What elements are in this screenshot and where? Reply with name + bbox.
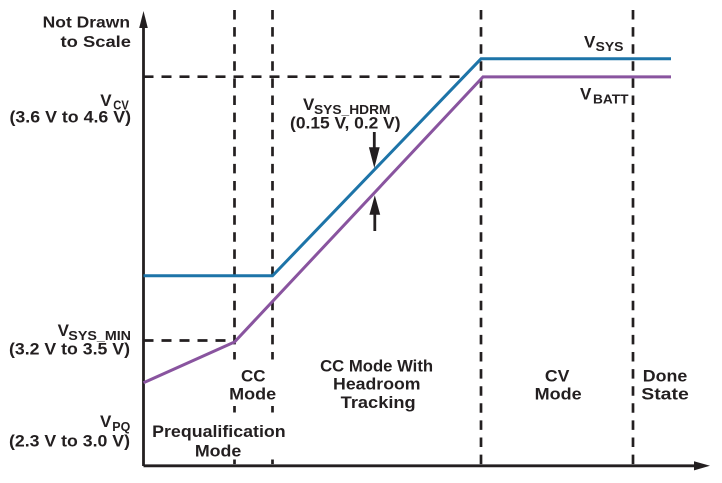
svg-text:V: V	[100, 412, 112, 431]
svg-text:V: V	[100, 91, 112, 110]
svg-text:CC: CC	[241, 366, 266, 385]
svg-text:CC Mode With: CC Mode With	[320, 356, 433, 375]
svg-text:Mode: Mode	[195, 441, 242, 460]
svg-text:State: State	[641, 385, 689, 404]
svg-text:V: V	[580, 85, 592, 104]
svg-text:PQ: PQ	[112, 419, 130, 434]
svg-text:V: V	[58, 321, 70, 340]
svg-text:SYS: SYS	[596, 39, 624, 54]
svg-text:V: V	[584, 32, 596, 51]
svg-text:Done: Done	[643, 367, 688, 386]
svg-text:Tracking: Tracking	[341, 393, 416, 412]
svg-text:SYS_HDRM: SYS_HDRM	[314, 102, 391, 117]
svg-text:(3.6 V to 4.6 V): (3.6 V to 4.6 V)	[10, 108, 132, 127]
svg-text:Mode: Mode	[535, 385, 582, 404]
svg-text:(0.15 V, 0.2 V): (0.15 V, 0.2 V)	[290, 113, 401, 132]
svg-text:Mode: Mode	[229, 384, 276, 403]
svg-text:CV: CV	[545, 367, 570, 386]
svg-text:Prequalification: Prequalification	[152, 422, 286, 441]
svg-text:Not Drawn: Not Drawn	[43, 14, 130, 31]
svg-text:Headroom: Headroom	[333, 375, 421, 394]
svg-text:CV: CV	[113, 98, 129, 113]
svg-text:SYS_MIN: SYS_MIN	[68, 328, 131, 343]
svg-text:BATT: BATT	[593, 92, 629, 107]
svg-text:V: V	[303, 95, 315, 114]
svg-text:to Scale: to Scale	[61, 34, 132, 51]
svg-text:(2.3 V to 3.0 V): (2.3 V to 3.0 V)	[9, 432, 130, 451]
svg-text:(3.2 V to 3.5 V): (3.2 V to 3.5 V)	[9, 339, 130, 358]
